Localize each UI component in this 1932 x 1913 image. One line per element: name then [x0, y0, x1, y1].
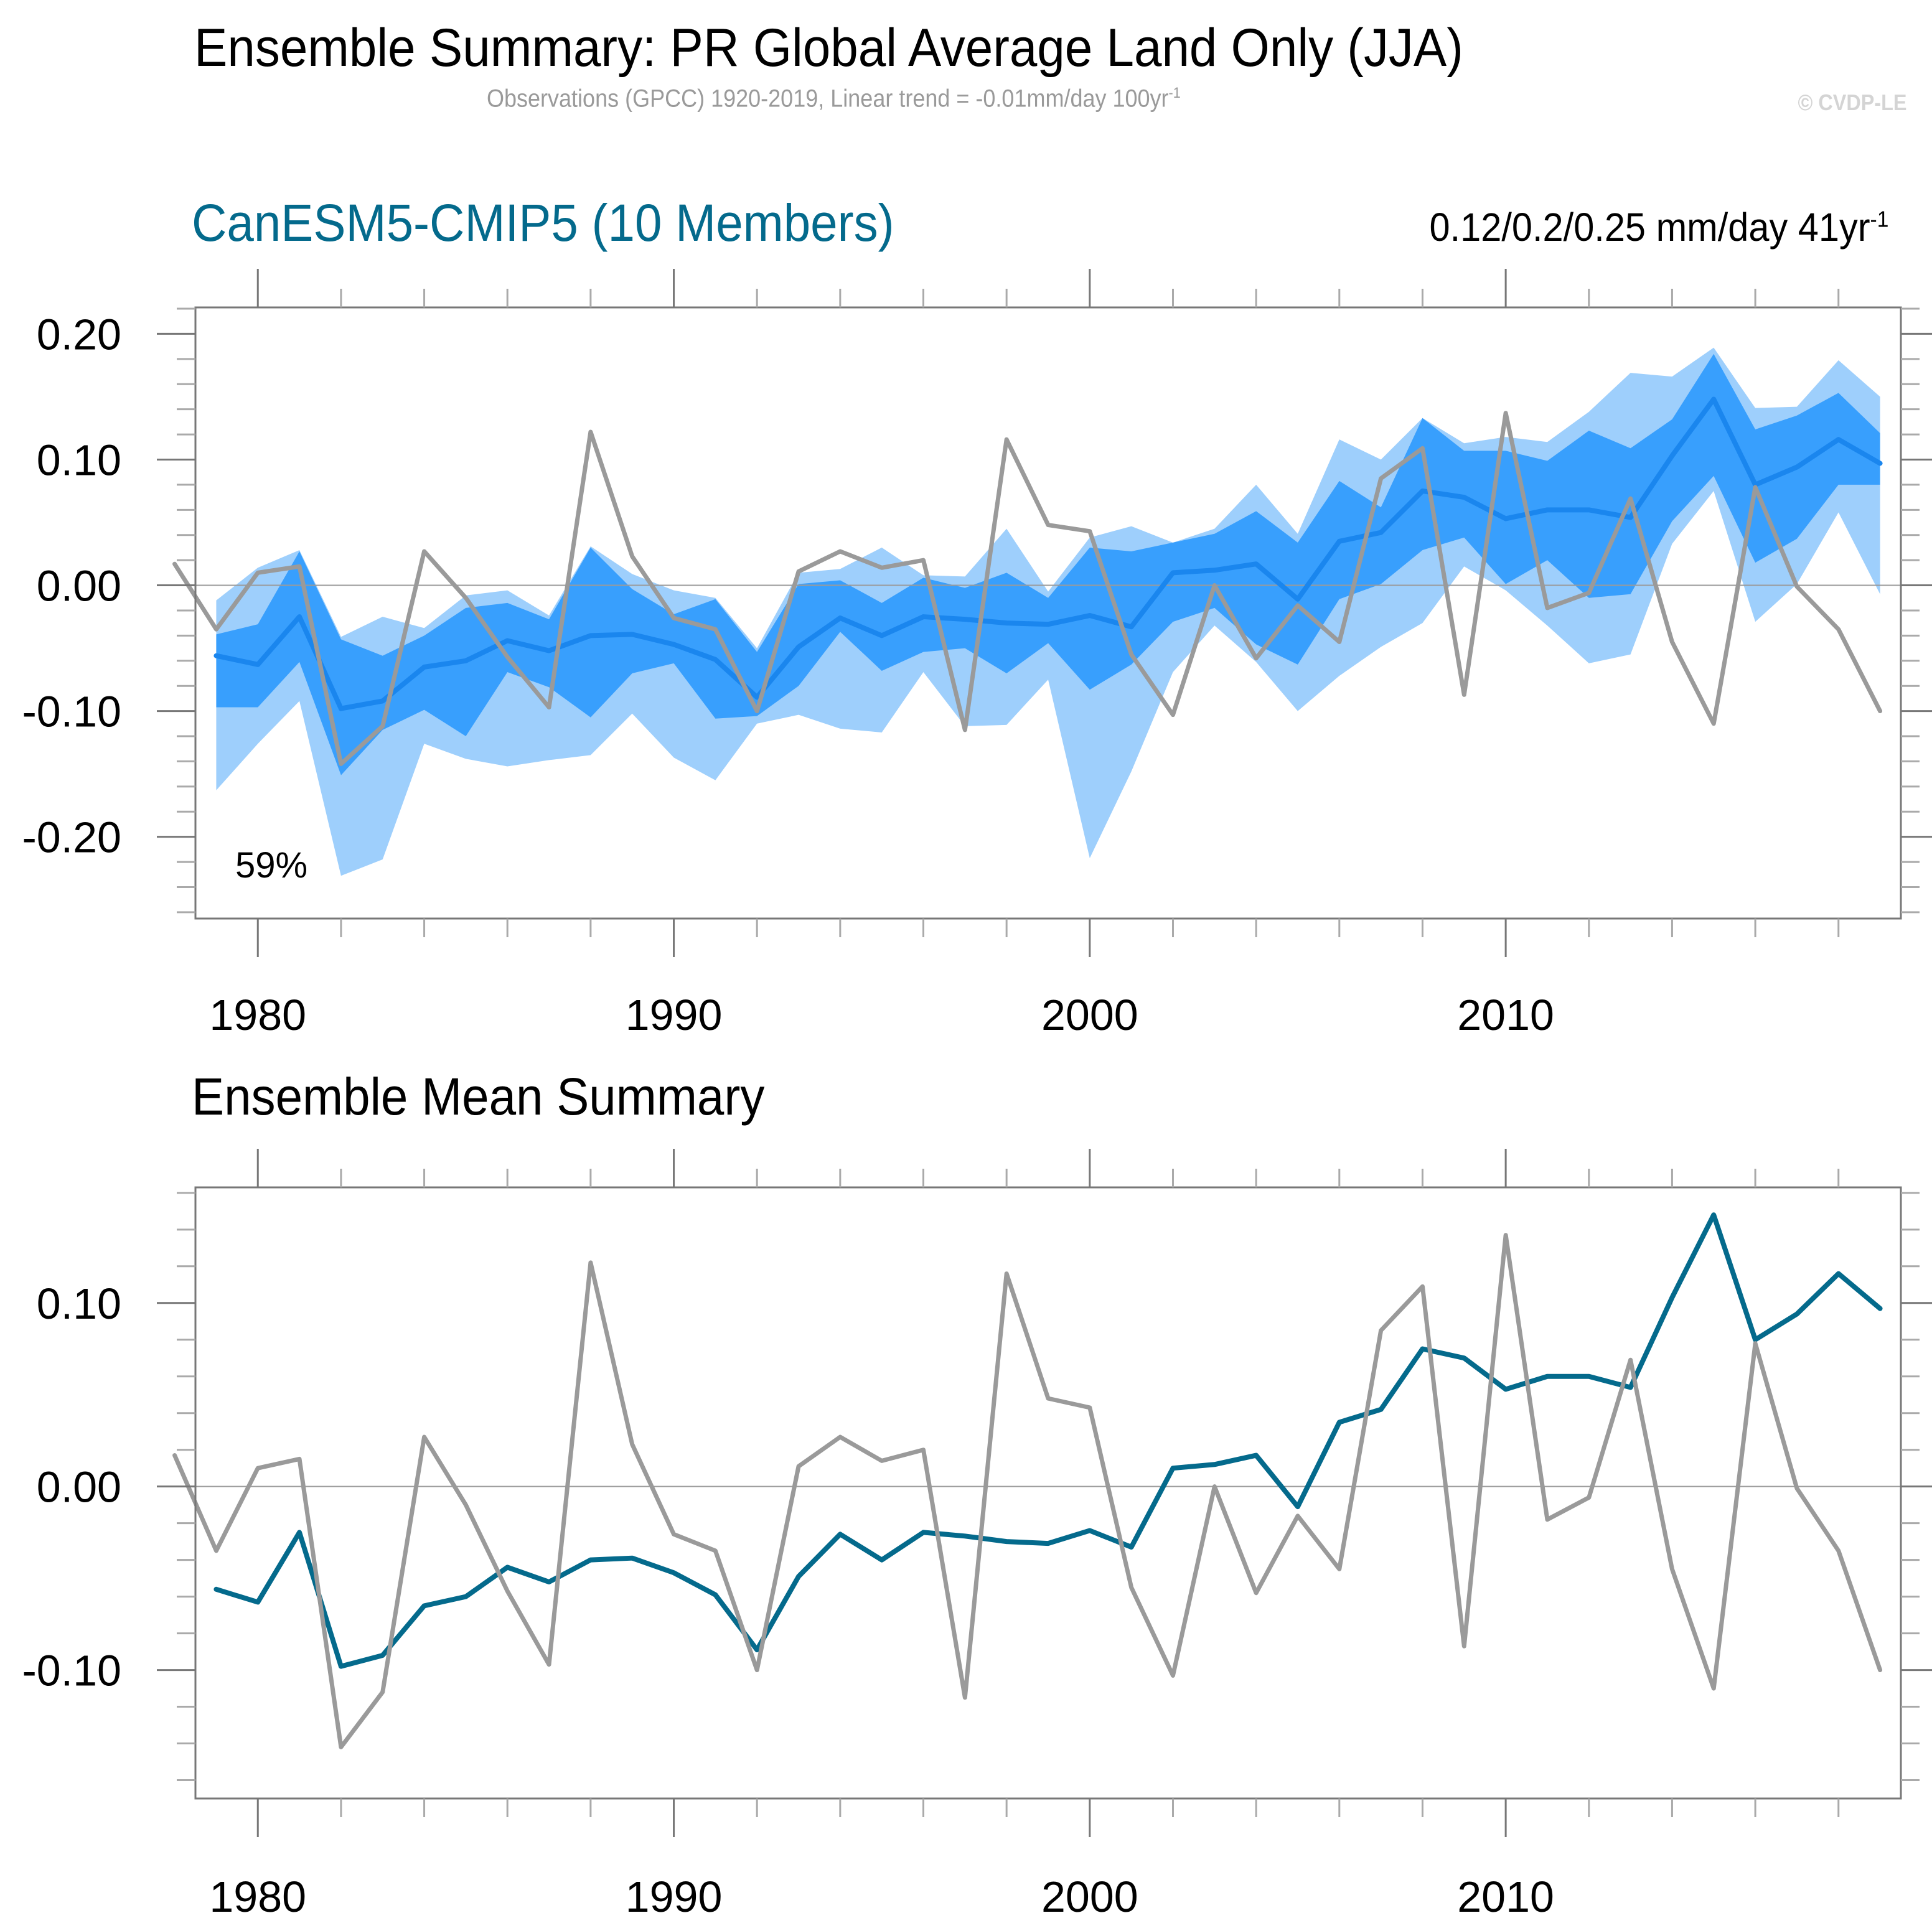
y-tick-label: 0.00 [37, 1463, 121, 1512]
y-tick-label: 0.10 [37, 1279, 121, 1328]
x-tick-label: 2010 [1457, 991, 1554, 1039]
subtitle-text: Observations (GPCC) 1920-2019, Linear tr… [487, 85, 1169, 113]
plot-frame [194, 306, 1902, 920]
x-tick-label: 1980 [209, 991, 306, 1039]
x-tick-label: 2000 [1041, 991, 1138, 1039]
observations-subtitle: Observations (GPCC) 1920-2019, Linear tr… [487, 85, 1181, 113]
y-tick-label: 0.10 [37, 436, 121, 484]
ensemble-summary-panel: 1980 1990 2000 2010 0.20 0.10 0.00 -0.10 -0.20 59… [22, 269, 1932, 1039]
y-tick-label: 0.00 [37, 562, 121, 610]
trend-label: 0.12/0.2/0.25 mm/day 41yr-1 [1429, 204, 1888, 250]
model-panel-title: CanESM5-CMIP5 (10 Members) [192, 194, 894, 252]
ensemble-mean-line [213, 1212, 1883, 1669]
y-tick-label: -0.10 [22, 688, 121, 736]
mean-panel-title: Ensemble Mean Summary [192, 1067, 765, 1126]
y-tick-label: -0.10 [22, 1647, 121, 1695]
plot-frame [194, 1186, 1902, 1800]
ensemble-mean-panel: 1980 1990 2000 2010 0.10 0.00 -0.10 [22, 1149, 1932, 1913]
trend-label-text: 0.12/0.2/0.25 mm/day 41yr [1429, 205, 1870, 250]
x-tick-label: 1990 [626, 1873, 723, 1913]
figure-title: Ensemble Summary: PR Global Average Land… [194, 18, 1463, 78]
observations-line [172, 411, 1883, 766]
x-tick-label: 1990 [626, 991, 723, 1039]
cvdp-credit: © CVDP-LE [1798, 90, 1907, 115]
interquartile-band [216, 353, 1880, 775]
observations-line [172, 1233, 1883, 1749]
y-tick-label: 0.20 [37, 310, 121, 358]
y-tick-label: -0.20 [22, 813, 121, 862]
x-tick-label: 2000 [1041, 1873, 1138, 1913]
trend-label-superscript: -1 [1870, 206, 1888, 232]
agreement-percentage-label: 59% [235, 845, 307, 886]
x-tick-label: 2010 [1457, 1873, 1554, 1913]
x-tick-label: 1980 [209, 1873, 306, 1913]
subtitle-superscript: -1 [1168, 85, 1181, 101]
